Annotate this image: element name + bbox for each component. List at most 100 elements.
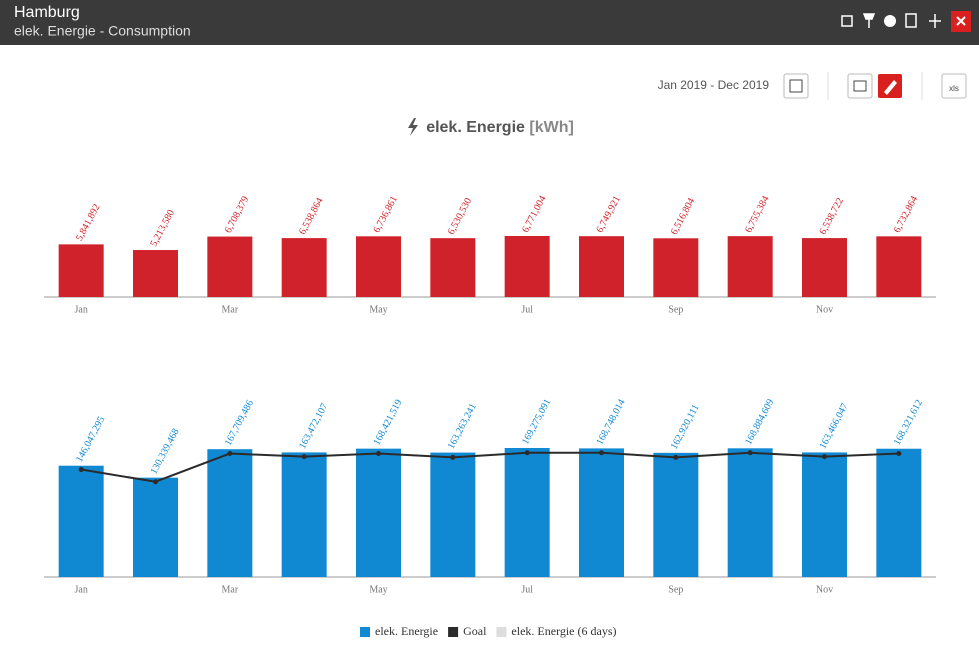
bar	[727, 236, 773, 297]
bar	[356, 448, 401, 577]
bar	[802, 238, 847, 297]
value-label: 146,047,295	[74, 415, 107, 464]
chart-title-text: elek. Energie	[426, 119, 525, 136]
bar	[653, 452, 699, 577]
x-tick-label: Jan	[74, 304, 87, 315]
info-icon[interactable]	[884, 15, 896, 27]
x-tick-label: Jul	[521, 584, 533, 595]
value-label: 6,538,864	[297, 196, 325, 236]
bar	[876, 448, 922, 577]
bar	[802, 452, 847, 577]
bar	[281, 452, 327, 577]
header-title: Hamburg	[14, 4, 80, 21]
bar	[727, 448, 773, 577]
value-label: 6,516,804	[669, 196, 697, 236]
bar	[281, 238, 327, 297]
value-label: 6,530,530	[446, 196, 474, 236]
popout-icon[interactable]	[841, 15, 853, 27]
value-label: 168,321,612	[892, 398, 925, 447]
goal-point	[747, 450, 753, 456]
bar	[207, 449, 253, 577]
legend-label[interactable]: elek. Energie (6 days)	[511, 624, 616, 638]
value-label: 6,708,379	[223, 195, 251, 235]
x-tick-label: Mar	[221, 304, 238, 315]
bar	[579, 236, 624, 297]
x-tick-label: May	[369, 584, 387, 595]
pdf-icon[interactable]	[905, 13, 917, 28]
value-label: 167,709,486	[223, 398, 256, 447]
value-label: 168,421,519	[371, 398, 404, 447]
resize-icon[interactable]	[929, 14, 941, 28]
date-range[interactable]: Jan 2019 - Dec 2019	[658, 78, 770, 92]
legend-swatch	[496, 627, 507, 637]
x-tick-label: Jul	[521, 304, 533, 315]
x-tick-label: Nov	[816, 304, 833, 315]
x-tick-label: Sep	[668, 584, 683, 595]
chart-icon	[884, 80, 897, 95]
goal-point	[153, 479, 158, 485]
export-label: xls	[949, 84, 959, 93]
value-label: 6,755,384	[743, 194, 771, 234]
header-icons	[841, 13, 941, 28]
goal-point	[301, 454, 307, 460]
value-label: 168,748,014	[594, 398, 627, 447]
bar	[504, 236, 550, 297]
value-label: 169,275,091	[520, 397, 553, 446]
table-button[interactable]	[847, 73, 873, 99]
legend-label[interactable]: Goal	[463, 624, 487, 638]
value-label: 163,466,047	[817, 402, 850, 451]
value-label: 6,538,722	[817, 196, 845, 236]
value-label: 163,263,241	[446, 402, 479, 451]
value-label: 6,732,864	[892, 194, 920, 234]
close-icon	[956, 16, 966, 26]
goal-point	[450, 454, 456, 460]
bar	[133, 250, 178, 297]
x-tick-label: Jan	[74, 584, 87, 595]
chart-title: elek. Energie [kWh]	[426, 119, 574, 136]
header-bar	[0, 0, 979, 45]
value-label: 6,736,861	[371, 194, 399, 234]
bar	[207, 236, 253, 297]
x-tick-label: Sep	[668, 304, 683, 315]
goal-point	[822, 454, 827, 460]
goal-point	[673, 454, 679, 460]
value-label: 5,841,892	[74, 202, 102, 242]
x-tick-label: Mar	[221, 584, 238, 595]
bar	[579, 448, 624, 577]
table-icon	[853, 80, 867, 92]
value-label: 162,920,111	[669, 403, 702, 452]
bolt-icon	[408, 118, 418, 136]
legend-label[interactable]: elek. Energie	[375, 624, 438, 638]
goal-point	[376, 451, 381, 457]
value-label: 5,213,580	[148, 208, 176, 248]
legend-swatch	[448, 627, 459, 637]
value-label: 168,884,609	[743, 397, 776, 446]
value-label: 130,339,468	[148, 427, 181, 476]
bar	[133, 477, 178, 577]
calendar-button[interactable]	[783, 73, 809, 99]
export-button[interactable]	[941, 73, 967, 99]
value-label: 6,749,921	[594, 194, 622, 234]
pin-icon[interactable]	[862, 13, 876, 28]
legend-swatch	[360, 627, 370, 637]
calendar-icon	[789, 79, 803, 93]
chart-title-unit: [kWh]	[529, 119, 573, 136]
x-tick-label: Nov	[816, 584, 833, 595]
goal-line	[81, 451, 899, 483]
goal-point	[78, 467, 84, 473]
x-tick-label: May	[369, 304, 387, 315]
bar	[504, 448, 550, 577]
bar	[58, 244, 104, 297]
bar	[430, 452, 476, 577]
goal-point	[896, 451, 902, 457]
value-label: 6,771,004	[520, 194, 548, 234]
bar	[876, 236, 922, 297]
goal-point	[599, 450, 604, 456]
bar	[430, 238, 476, 297]
goal-point	[524, 450, 530, 456]
goal-point	[227, 451, 233, 457]
value-label: 163,472,107	[297, 402, 330, 451]
bar	[356, 236, 401, 297]
